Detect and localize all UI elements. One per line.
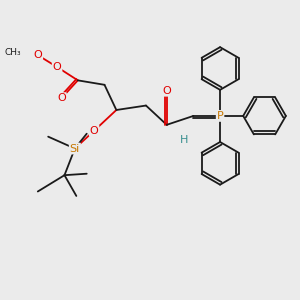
Text: Si: Si <box>70 143 80 154</box>
Text: P: P <box>217 111 224 121</box>
Text: CH₃: CH₃ <box>5 48 22 57</box>
Text: O: O <box>57 93 66 103</box>
Text: O: O <box>90 126 98 136</box>
Text: H: H <box>180 135 189 145</box>
Text: O: O <box>162 86 171 96</box>
Text: O: O <box>53 62 62 72</box>
Text: O: O <box>33 50 42 60</box>
